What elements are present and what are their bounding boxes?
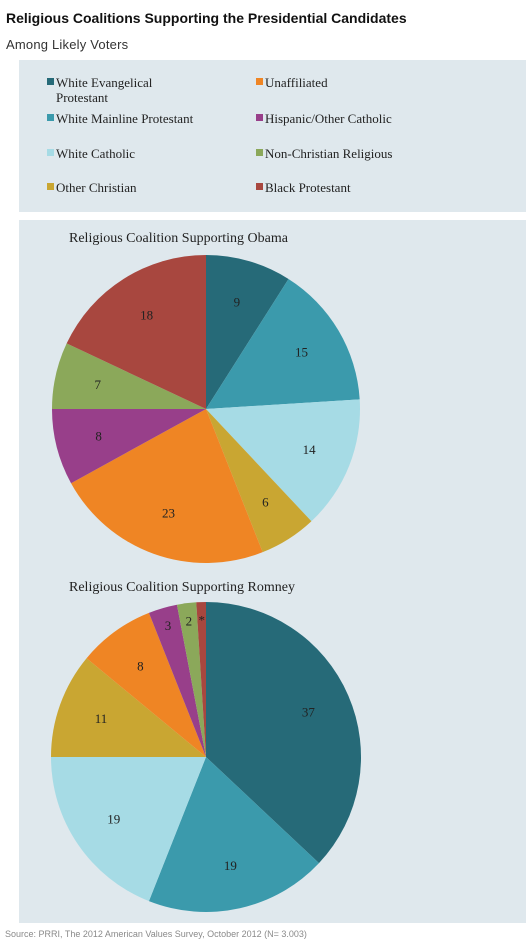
legend-item: White Mainline Protestant: [47, 111, 247, 126]
pie-slice-label: 37: [302, 705, 316, 720]
pie-slice-label: 11: [95, 711, 108, 726]
pie-slice: [86, 612, 206, 757]
legend-item: Black Protestant: [256, 180, 506, 195]
legend-label: White Catholic: [56, 146, 136, 161]
legend-item: Unaffiliated: [256, 75, 506, 90]
legend-swatch: [47, 78, 54, 85]
pie-slice: [206, 278, 360, 409]
legend-swatch: [256, 183, 263, 190]
legend-label: White Evangelical Protestant: [56, 75, 153, 105]
legend-swatch: [47, 149, 54, 156]
page-subtitle: Among Likely Voters: [6, 37, 129, 52]
legend-swatch: [256, 78, 263, 85]
pie-slice: [52, 409, 206, 484]
pie-slice-label: 19: [224, 858, 237, 873]
source-note: Source: PRRI, The 2012 American Values S…: [5, 929, 307, 939]
pie-slice: [66, 255, 206, 409]
page-title: Religious Coalitions Supporting the Pres…: [6, 10, 407, 26]
pie-slice: [206, 409, 312, 553]
pie-slice: [71, 409, 263, 563]
pie-slice-label: 7: [95, 377, 102, 392]
pie-slice-label: 6: [262, 495, 269, 510]
legend: White Evangelical Protestant Unaffiliate…: [19, 60, 526, 212]
legend-label: Unaffiliated: [265, 75, 328, 90]
legend-label: White Mainline Protestant: [56, 111, 194, 126]
pie-slice-label: 2: [186, 614, 193, 629]
pie-slice: [206, 602, 361, 864]
pie-slice: [51, 658, 206, 757]
pie-slice: [52, 343, 206, 409]
pie-slice-label: 9: [234, 295, 241, 310]
pie-slice-label: 23: [162, 505, 175, 520]
pie-slice-label: 19: [107, 812, 120, 827]
pie-slice: [206, 399, 360, 522]
legend-label: Other Christian: [56, 180, 137, 195]
legend-item: Non-Christian Religious: [256, 146, 506, 161]
pie-slice: [196, 602, 206, 757]
pie-romney: 37 19 19 11 8 3 2 *: [51, 602, 361, 913]
pie-slice-label: 18: [140, 307, 153, 322]
legend-swatch: [47, 114, 54, 121]
legend-swatch: [256, 114, 263, 121]
pie-slice: [176, 602, 206, 757]
legend-swatch: [47, 183, 54, 190]
pie-slice-label: 8: [137, 659, 144, 674]
chart-title-obama: Religious Coalition Supporting Obama: [69, 231, 289, 246]
pie-obama: 9 15 14 6 23 8 7 18: [52, 255, 360, 563]
pie-slice-label: 14: [303, 442, 317, 457]
pie-slice-label: 15: [295, 345, 308, 360]
legend-label: Non-Christian Religious: [265, 146, 393, 161]
pie-slice: [148, 757, 319, 913]
pie-slice: [206, 255, 289, 409]
legend-label: Hispanic/Other Catholic: [265, 111, 392, 126]
legend-item: White Catholic: [47, 146, 247, 161]
legend-item: Other Christian: [47, 180, 247, 195]
pie-slice-label: 3: [165, 618, 172, 633]
pie-slice: [148, 604, 206, 757]
chart-panel: Religious Coalition Supporting Obama 9 15…: [19, 220, 526, 923]
pie-charts: Religious Coalition Supporting Obama 9 15…: [51, 231, 361, 913]
chart-title-romney: Religious Coalition Supporting Romney: [69, 580, 295, 595]
legend-item: White Evangelical Protestant: [47, 75, 197, 105]
pie-slice: [51, 757, 206, 902]
pie-slice-label: 8: [95, 429, 102, 444]
legend-item: Hispanic/Other Catholic: [256, 111, 506, 126]
legend-label: Black Protestant: [265, 180, 351, 195]
pie-slice-label: *: [198, 613, 205, 628]
legend-swatch: [256, 149, 263, 156]
